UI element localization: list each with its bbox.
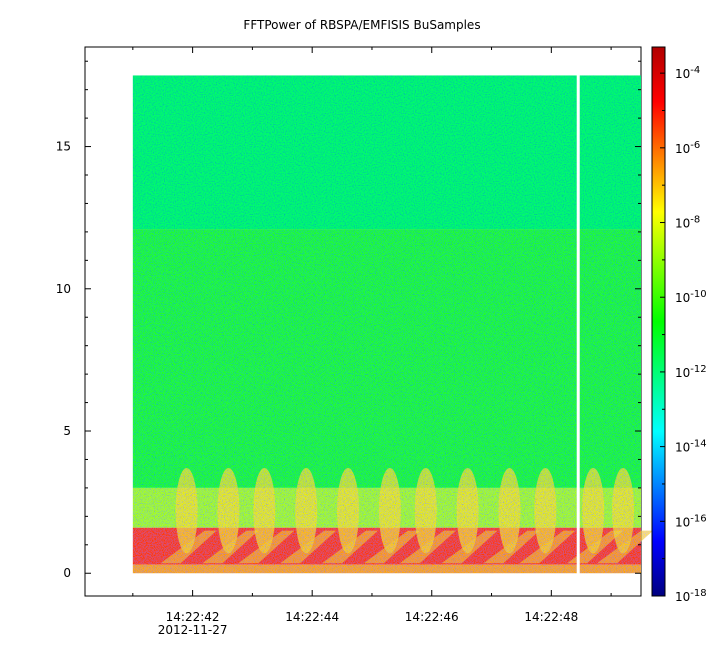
colorbar-label--18: 10-18 [675,588,707,604]
burst-upper-1 [217,467,240,554]
x-tick-label-0: 14:22:42 [166,610,220,624]
colorbar-bar [651,46,666,597]
burst-streak-10 [567,530,624,564]
burst-streak-0 [160,530,217,564]
colorbar: 10-4 10-6 10-8 10-10 10-12 10-14 10-16 10-18 [651,46,707,604]
burst-upper-11 [612,467,635,554]
y-tick-label-15: 15 [56,140,71,154]
x-tick-label-1: 14:22:44 [285,610,339,624]
burst-upper-9 [534,467,557,554]
colorbar-label--8: 10-8 [675,215,700,231]
burst-streak-8 [483,530,540,564]
burst-upper-7 [456,467,479,554]
burst-streak-9 [519,530,576,564]
y-tick-label-5: 5 [63,424,71,438]
burst-streak-11 [597,530,654,564]
y-axis: 0 5 10 15 [56,60,641,580]
chart-title: FFTPower of RBSPA/EMFISIS BuSamples [243,18,481,32]
burst-streak-6 [399,530,456,564]
spectrogram-bands [132,75,654,574]
power-band-0 [132,75,642,230]
colorbar-label--12: 10-12 [675,364,707,380]
burst-streak-2 [238,530,295,564]
colorbar-label--4: 10-4 [675,65,700,81]
burst-upper-10 [582,467,605,554]
burst-upper-6 [414,467,437,554]
power-band-1 [132,229,642,488]
burst-streak-7 [441,530,498,564]
x-tick-label-2: 14:22:46 [405,610,459,624]
burst-streak-3 [280,530,337,564]
x-tick-sublabel-0: 2012-11-27 [158,623,228,637]
colorbar-label--6: 10-6 [675,140,700,156]
colorbar-label--16: 10-16 [675,513,707,529]
burst-upper-3 [295,467,318,554]
burst-upper-8 [498,467,521,554]
burst-upper-0 [175,467,198,554]
heatmap [132,74,654,575]
burst-upper-2 [253,467,276,554]
burst-upper-5 [378,467,401,554]
data-gap-0 [576,74,580,575]
burst-streak-1 [202,530,259,564]
burst-upper-4 [337,467,360,554]
burst-streak-5 [363,530,420,564]
y-tick-label-10: 10 [56,282,71,296]
burst-streak-4 [322,530,379,564]
x-tick-label-3: 14:22:48 [524,610,578,624]
colorbar-label--14: 10-14 [675,439,707,455]
colorbar-label--10: 10-10 [675,289,707,305]
power-band-4 [132,564,642,574]
y-tick-label-0: 0 [63,566,71,580]
